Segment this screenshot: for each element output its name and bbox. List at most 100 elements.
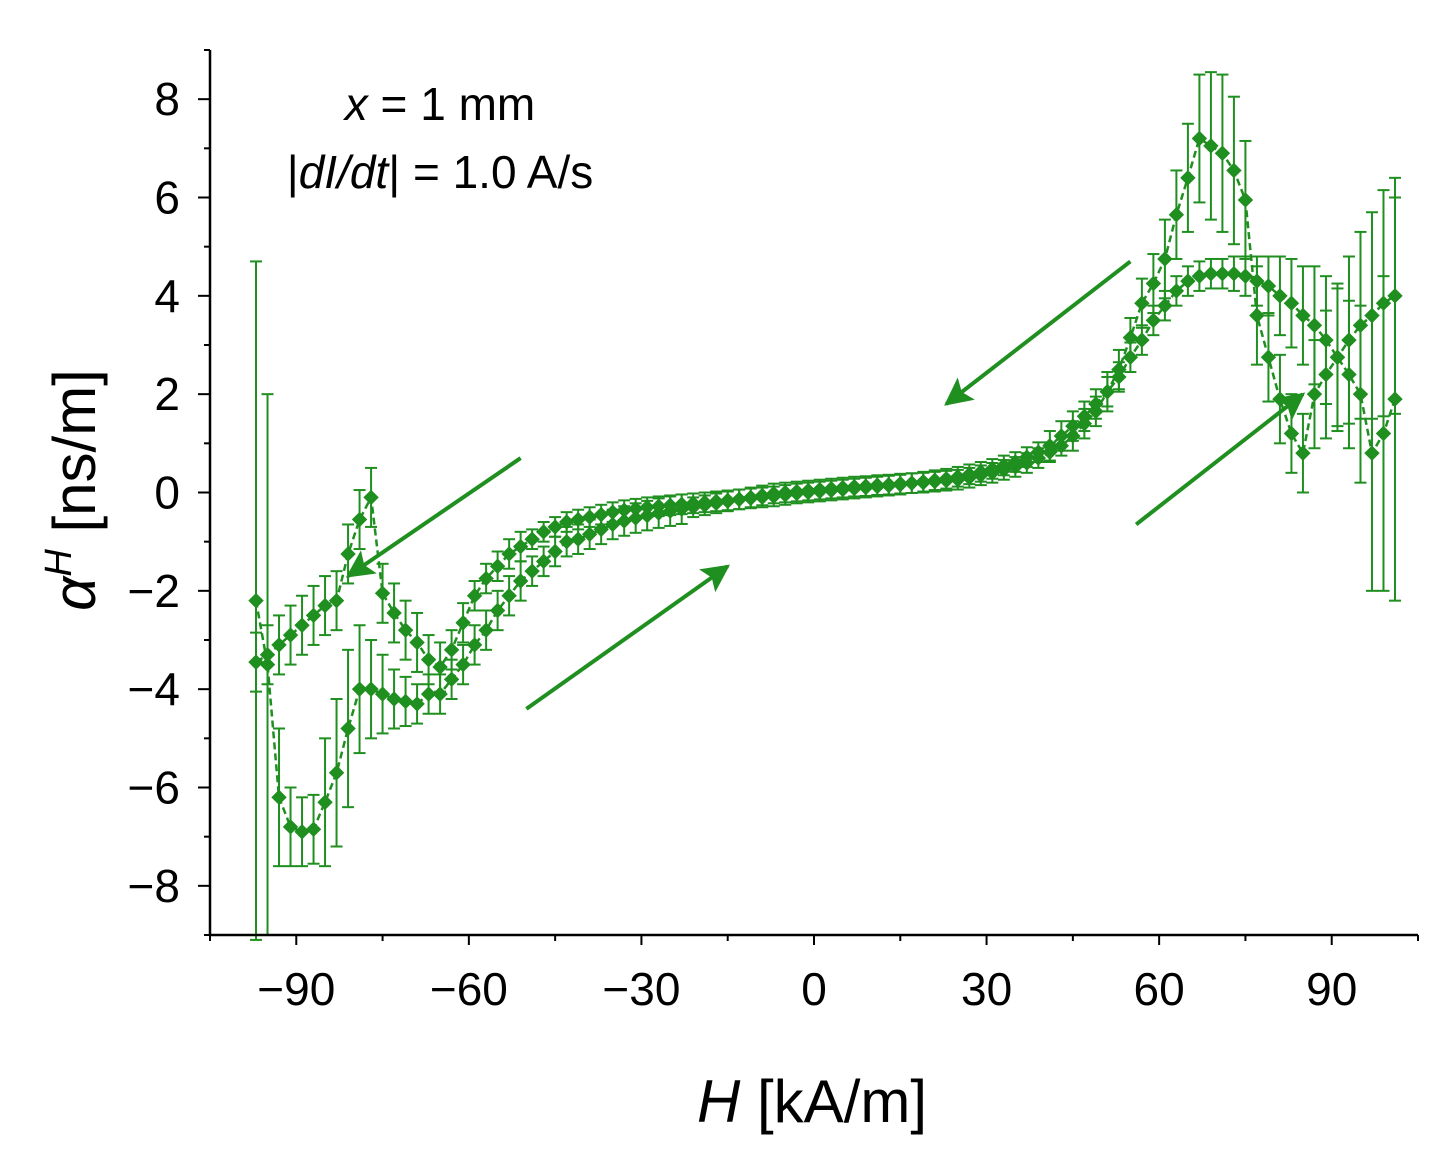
data-point [685,495,701,512]
data-point [973,464,989,480]
data-point [1191,130,1208,147]
data-point [1237,192,1254,208]
y-axis-superscript: H [38,549,80,577]
data-point [443,642,460,658]
data-point [996,457,1012,474]
data-point [374,686,391,702]
data-point [777,487,793,503]
data-point [1341,366,1357,383]
data-point [420,686,437,702]
data-point [386,605,402,621]
data-point [1145,312,1162,329]
data-point [397,622,414,638]
annotation-distance-value: = 1 mm [368,78,535,130]
data-point [1157,297,1173,314]
data-point [869,478,885,495]
data-point [248,592,264,609]
data-point [650,498,667,514]
series-line-decreasing-field-branch [255,272,1397,669]
x-tick-label: −60 [430,963,508,1015]
data-point [1352,386,1369,402]
data-point [489,558,506,574]
y-tick-label: −8 [128,860,180,912]
data-point [581,526,598,542]
data-point [1168,207,1185,223]
y-tick-label: −6 [128,762,180,814]
x-axis-unit: [kA/m] [740,1068,927,1135]
annotation-current-rate: |dI/dt| = 1.0 A/s [287,146,594,198]
data-point [455,615,471,631]
data-point [731,491,747,508]
data-point [961,466,978,483]
data-point [535,553,552,570]
data-point [409,696,425,712]
data-point [1076,408,1093,424]
data-point [1387,391,1403,407]
data-point [743,490,759,507]
data-point [1260,349,1277,365]
data-point [558,514,575,530]
x-tick-label: −90 [257,963,335,1015]
data-point [1042,438,1058,454]
x-tick-label: 90 [1306,963,1357,1015]
data-point [432,659,448,675]
y-tick-label: 4 [154,270,180,322]
data-point [938,471,955,487]
data-point [282,819,299,835]
data-point [363,681,379,697]
data-point [823,482,839,499]
data-point [1306,317,1323,334]
data-point [1226,162,1242,179]
data-point [340,720,356,737]
data-point [420,651,437,668]
data-point [1065,418,1081,434]
data-point [409,634,425,651]
data-point [1088,396,1104,412]
data-point [696,494,713,511]
y-tick-label: −2 [128,565,180,617]
y-tick-label: −4 [128,663,180,715]
data-point [1214,145,1231,161]
arrow-increasing-low [525,564,730,711]
data-point [248,654,264,670]
data-point [1203,266,1219,282]
data-point [455,656,471,673]
data-point [466,588,483,604]
data-point [846,480,862,497]
data-point [305,607,322,624]
data-point [1364,445,1380,461]
arrow-increasing-high [1134,392,1306,527]
data-point [259,647,276,663]
data-point [627,501,644,517]
data-point [1134,332,1150,348]
data-point [1030,444,1047,460]
data-point [593,506,609,523]
data-point [754,489,770,506]
data-point [328,765,345,781]
data-point [950,469,966,485]
data-point [915,473,932,490]
data-point [927,472,943,488]
annotation-rate-bar: | [287,146,299,198]
x-tick-label: 60 [1134,963,1185,1015]
data-point [1180,273,1196,289]
y-tick-label: 0 [154,467,180,519]
data-point [1191,268,1208,284]
data-point [673,496,690,513]
annotation-distance: x = 1 mm [343,78,535,130]
data-point [305,821,322,837]
data-point [800,484,816,501]
x-tick-label: 30 [961,963,1012,1015]
data-point [1019,449,1035,465]
data-point [1007,454,1024,470]
y-axis-unit: [ns/m] [41,369,108,549]
data-point [1203,138,1219,154]
data-point [858,479,874,496]
data-point [535,524,552,540]
data-point [547,543,563,560]
data-point [466,637,483,653]
data-point [1375,425,1392,442]
data-point [547,519,563,535]
